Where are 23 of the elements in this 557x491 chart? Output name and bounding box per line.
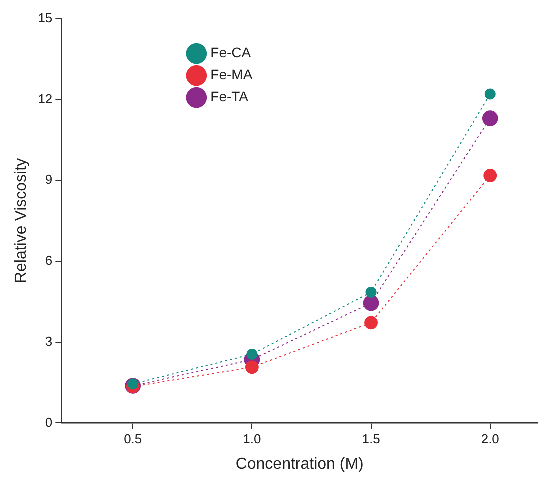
x-axis-title: Concentration (M) bbox=[236, 456, 364, 473]
legend-label: Fe-CA bbox=[210, 44, 252, 61]
point bbox=[366, 286, 377, 298]
y-tick-label: 9 bbox=[45, 172, 53, 188]
y-tick-label: 12 bbox=[38, 91, 53, 106]
y-tick-label: 0 bbox=[45, 414, 53, 430]
point bbox=[484, 169, 498, 182]
x-tick-label: 2.0 bbox=[481, 432, 500, 447]
y-tick-label: 6 bbox=[45, 253, 53, 268]
point bbox=[482, 110, 498, 126]
point bbox=[246, 348, 258, 360]
legend-label: Fe-MA bbox=[210, 66, 254, 83]
point bbox=[245, 360, 259, 374]
point bbox=[363, 295, 380, 312]
x-tick-label: 0.5 bbox=[124, 432, 142, 447]
point bbox=[364, 316, 378, 330]
legend-label: Fe-TA bbox=[210, 88, 250, 105]
y-axis-title: Relative Viscosity bbox=[13, 158, 30, 284]
x-tick-label: 1.0 bbox=[243, 432, 262, 447]
x-tick-label: 1.5 bbox=[362, 432, 380, 447]
y-tick-label: 3 bbox=[45, 334, 53, 349]
y-tick-label: 15 bbox=[38, 10, 53, 26]
point bbox=[484, 88, 496, 100]
